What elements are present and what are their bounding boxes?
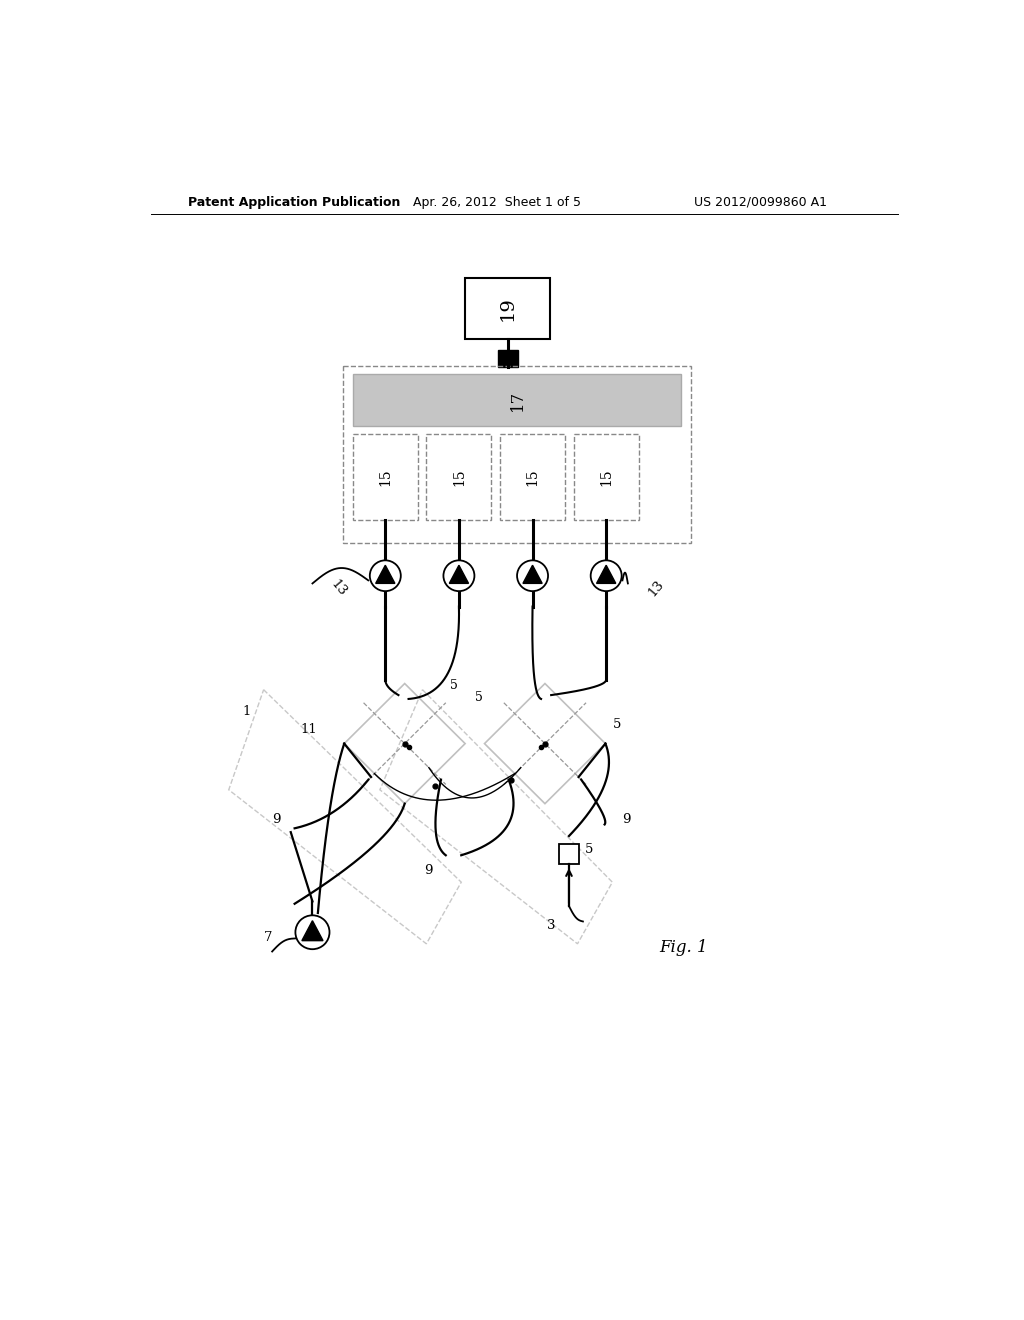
Text: 15: 15	[452, 469, 466, 486]
Text: 13: 13	[328, 577, 349, 599]
Circle shape	[443, 560, 474, 591]
Bar	[465, 277, 550, 339]
Text: US 2012/0099860 A1: US 2012/0099860 A1	[693, 195, 826, 209]
Bar	[352, 434, 418, 520]
Text: 11: 11	[300, 723, 316, 737]
Text: 3: 3	[547, 919, 556, 932]
Circle shape	[591, 560, 622, 591]
Text: 1: 1	[243, 705, 251, 718]
Polygon shape	[450, 565, 469, 583]
Text: Fig. 1: Fig. 1	[658, 939, 708, 956]
Text: 9: 9	[272, 813, 281, 825]
Text: 15: 15	[378, 469, 392, 486]
Bar	[500, 434, 565, 520]
Bar	[573, 434, 639, 520]
Text: 15: 15	[525, 469, 540, 486]
Bar	[343, 367, 690, 544]
Bar	[559, 843, 579, 863]
Text: 5: 5	[450, 680, 458, 693]
Polygon shape	[376, 565, 395, 583]
Text: Patent Application Publication: Patent Application Publication	[188, 195, 400, 209]
Circle shape	[370, 560, 400, 591]
Bar	[352, 374, 681, 426]
Text: Apr. 26, 2012  Sheet 1 of 5: Apr. 26, 2012 Sheet 1 of 5	[414, 195, 582, 209]
Text: 13: 13	[646, 577, 667, 599]
Bar	[426, 434, 492, 520]
Polygon shape	[523, 565, 542, 583]
Text: 7: 7	[263, 931, 272, 944]
Text: 5: 5	[586, 843, 594, 857]
Text: 9: 9	[623, 813, 631, 825]
Text: 5: 5	[475, 690, 483, 704]
Text: 17: 17	[509, 389, 525, 411]
Circle shape	[517, 560, 548, 591]
Text: 19: 19	[499, 296, 517, 321]
Text: 15: 15	[599, 469, 613, 486]
Circle shape	[295, 915, 330, 949]
Polygon shape	[597, 565, 615, 583]
Bar	[498, 350, 518, 367]
Text: 9: 9	[424, 865, 432, 878]
Text: 5: 5	[612, 718, 621, 731]
Polygon shape	[302, 920, 323, 941]
